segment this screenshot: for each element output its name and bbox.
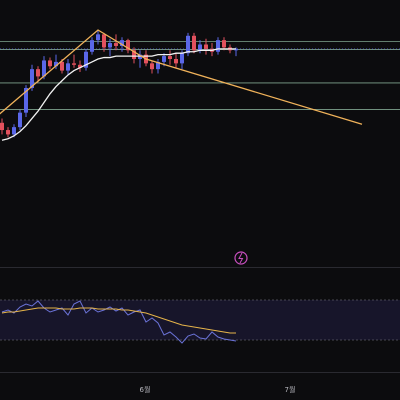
candle-body	[114, 43, 118, 46]
candle-body	[96, 34, 100, 41]
moving-average-line	[1, 48, 236, 141]
candle-body	[66, 63, 70, 71]
candle-body	[168, 56, 172, 59]
drawn-trendline[interactable]	[0, 29, 363, 125]
candle-body	[198, 44, 202, 51]
candle-body	[180, 53, 184, 64]
candle-body	[72, 63, 76, 65]
x-tick-label: 6월	[140, 385, 151, 394]
candle-body	[162, 56, 166, 62]
candle-body	[48, 60, 52, 67]
candle-body	[54, 61, 58, 67]
candle-body	[30, 69, 34, 88]
candle-body	[12, 127, 16, 135]
candle-body	[0, 122, 4, 131]
candle-body	[216, 40, 220, 52]
candle-body	[120, 40, 124, 46]
candle-body	[234, 48, 238, 51]
candle-body	[192, 35, 196, 51]
candle-body	[36, 69, 40, 77]
rsi-band	[0, 300, 400, 340]
candle-body	[138, 54, 142, 59]
candle-body	[186, 35, 190, 54]
candle-body	[102, 34, 106, 48]
candle-body	[90, 40, 94, 52]
candle-body	[204, 44, 208, 49]
candle-body	[108, 43, 112, 48]
candle-body	[222, 40, 226, 48]
candle-body	[18, 112, 22, 128]
candle-body	[126, 40, 130, 51]
lightning-icon[interactable]	[234, 251, 248, 265]
time-axis: 6월 7월	[140, 385, 296, 394]
candle-body	[60, 61, 64, 71]
candle-body	[156, 61, 160, 70]
candle-body	[6, 130, 10, 135]
candle-body	[174, 59, 178, 64]
candle-body	[132, 50, 136, 59]
candle-body	[78, 64, 82, 68]
candle-body	[24, 88, 28, 113]
candle-body	[150, 63, 154, 70]
x-tick-label: 7월	[285, 385, 296, 394]
candle-body	[84, 51, 88, 68]
candle-body	[42, 60, 46, 77]
rsi-ma-line	[1, 307, 236, 334]
